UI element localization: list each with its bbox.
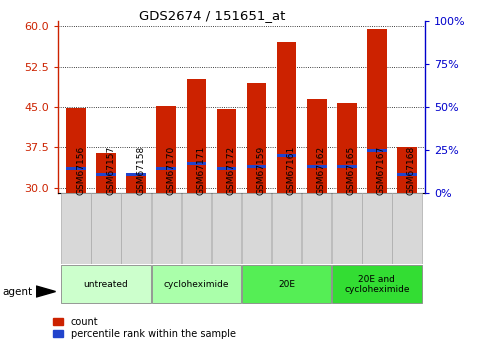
Bar bbox=[66, 167, 86, 170]
FancyBboxPatch shape bbox=[121, 193, 151, 264]
Bar bbox=[277, 154, 297, 157]
FancyBboxPatch shape bbox=[332, 193, 362, 264]
Bar bbox=[66, 108, 86, 193]
Bar bbox=[397, 147, 417, 193]
FancyBboxPatch shape bbox=[61, 265, 151, 303]
Legend: count, percentile rank within the sample: count, percentile rank within the sample bbox=[53, 317, 236, 339]
FancyBboxPatch shape bbox=[152, 265, 241, 303]
Text: GDS2674 / 151651_at: GDS2674 / 151651_at bbox=[139, 9, 286, 22]
FancyBboxPatch shape bbox=[61, 193, 91, 264]
Text: GSM67165: GSM67165 bbox=[347, 146, 356, 195]
Bar bbox=[337, 103, 356, 193]
FancyBboxPatch shape bbox=[392, 193, 422, 264]
FancyBboxPatch shape bbox=[272, 193, 301, 264]
Bar bbox=[127, 174, 146, 193]
FancyBboxPatch shape bbox=[242, 265, 331, 303]
Text: GSM67158: GSM67158 bbox=[136, 146, 145, 195]
FancyBboxPatch shape bbox=[182, 193, 211, 264]
Text: 20E: 20E bbox=[278, 280, 295, 289]
Bar bbox=[367, 149, 387, 151]
Text: untreated: untreated bbox=[84, 280, 128, 289]
Text: GSM67171: GSM67171 bbox=[197, 146, 205, 195]
FancyBboxPatch shape bbox=[362, 193, 392, 264]
FancyBboxPatch shape bbox=[332, 265, 422, 303]
Bar bbox=[367, 29, 387, 193]
Bar bbox=[337, 165, 356, 168]
Bar bbox=[186, 162, 206, 165]
Text: cycloheximide: cycloheximide bbox=[164, 280, 229, 289]
Text: GSM67161: GSM67161 bbox=[286, 146, 296, 195]
Text: GSM67157: GSM67157 bbox=[106, 146, 115, 195]
Text: GSM67172: GSM67172 bbox=[227, 146, 235, 195]
Bar bbox=[307, 165, 327, 168]
Text: GSM67167: GSM67167 bbox=[377, 146, 386, 195]
Bar bbox=[127, 173, 146, 176]
Text: GSM67170: GSM67170 bbox=[166, 146, 175, 195]
Bar bbox=[397, 173, 417, 176]
Bar bbox=[217, 167, 236, 170]
Bar bbox=[277, 42, 297, 193]
Bar bbox=[307, 99, 327, 193]
FancyBboxPatch shape bbox=[242, 193, 271, 264]
Text: GSM67159: GSM67159 bbox=[256, 146, 266, 195]
Bar bbox=[186, 79, 206, 193]
Bar bbox=[156, 167, 176, 170]
Text: GSM67168: GSM67168 bbox=[407, 146, 416, 195]
Text: GSM67162: GSM67162 bbox=[317, 146, 326, 195]
Polygon shape bbox=[36, 286, 56, 297]
Bar bbox=[217, 109, 236, 193]
Text: GSM67156: GSM67156 bbox=[76, 146, 85, 195]
Bar bbox=[247, 165, 266, 168]
FancyBboxPatch shape bbox=[91, 193, 121, 264]
FancyBboxPatch shape bbox=[152, 193, 181, 264]
Text: 20E and
cycloheximide: 20E and cycloheximide bbox=[344, 275, 410, 294]
Text: agent: agent bbox=[2, 287, 32, 296]
FancyBboxPatch shape bbox=[212, 193, 241, 264]
Bar bbox=[156, 106, 176, 193]
Bar bbox=[247, 83, 266, 193]
Bar bbox=[96, 173, 116, 176]
Bar bbox=[96, 153, 116, 193]
FancyBboxPatch shape bbox=[302, 193, 331, 264]
